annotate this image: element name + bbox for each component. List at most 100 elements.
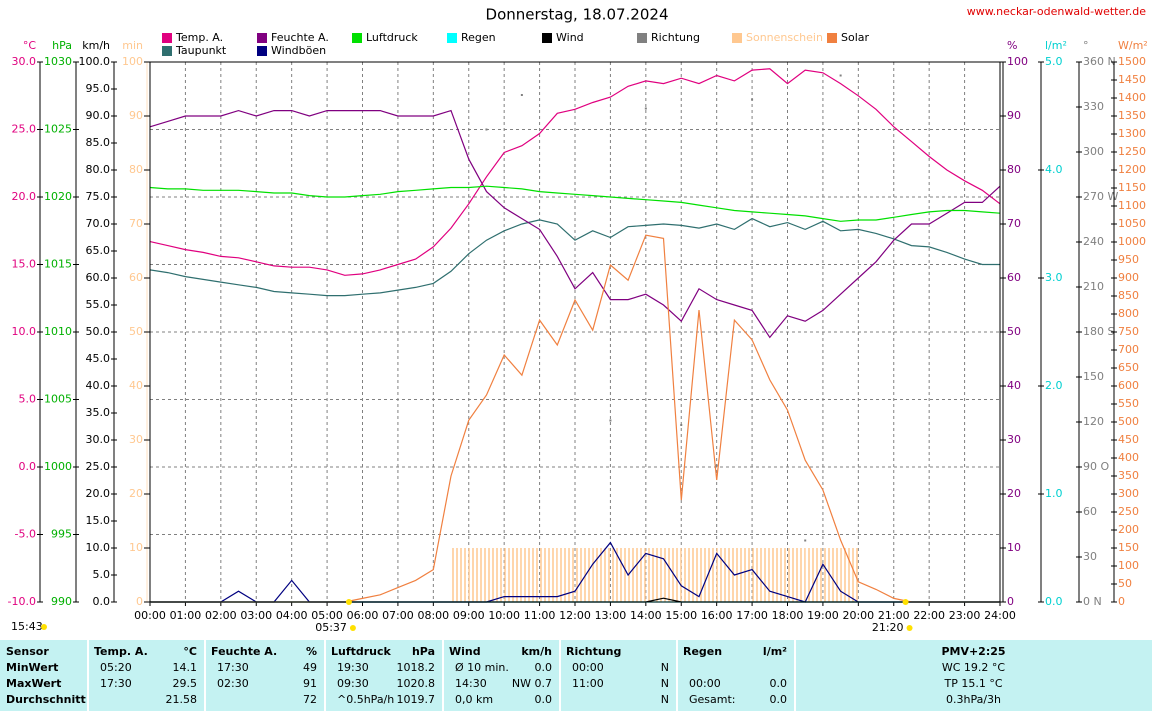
- y-tick-label: 1015: [44, 258, 72, 271]
- sunshine-bar: [805, 548, 823, 602]
- sunshine-bar: [521, 548, 540, 602]
- table-cell: 00:00: [572, 661, 604, 674]
- y-tick-label: 1350: [1118, 109, 1146, 122]
- sunshine-bar: [486, 548, 505, 602]
- y-tick-label: 750: [1118, 325, 1139, 338]
- table-cell: NW 0.7: [512, 677, 552, 690]
- table-cell: 17:30: [100, 677, 132, 690]
- x-tick-label: 01:00: [170, 609, 202, 622]
- sunshine-bar: [716, 548, 735, 602]
- y-tick-label: 1.0: [1045, 487, 1063, 500]
- table-cell: 0.0: [770, 693, 788, 706]
- table-cell: 0.0: [535, 661, 553, 674]
- y-tick-label: 600: [1118, 379, 1139, 392]
- x-tick-label: 24:00: [984, 609, 1016, 622]
- direction-dot: [804, 539, 807, 542]
- sunshine-bar: [592, 548, 611, 602]
- direction-dot: [520, 94, 523, 96]
- sunshine-bar: [840, 548, 859, 602]
- daylight-length: 15:43: [11, 620, 43, 633]
- table-cell: 1019.7: [397, 693, 436, 706]
- y-tick-label: 65.0: [86, 244, 111, 257]
- x-tick-label: 06:00: [347, 609, 379, 622]
- y-tick-label: 15.0: [86, 514, 111, 527]
- x-tick-label: 13:00: [595, 609, 627, 622]
- y-axis-title: °C: [23, 39, 37, 52]
- y-tick-label: 1030: [44, 55, 72, 68]
- direction-dot: [680, 424, 683, 426]
- table-cell: 19:30: [337, 661, 369, 674]
- table-cell: WC 19.2 °C: [942, 661, 1006, 674]
- y-tick-label: 1150: [1118, 181, 1146, 194]
- sunshine-bar: [539, 548, 558, 602]
- sunshine-bar: [663, 548, 682, 602]
- table-cell: 14:30: [455, 677, 487, 690]
- y-tick-label: 70.0: [86, 217, 111, 230]
- x-tick-label: 07:00: [382, 609, 414, 622]
- y-tick-label: 20: [129, 487, 143, 500]
- y-tick-label: 0.0: [1045, 595, 1063, 608]
- table-cell: hPa: [412, 645, 435, 658]
- sunshine-bar: [645, 548, 664, 602]
- y-tick-label: 70: [1007, 217, 1021, 230]
- direction-dot: [839, 74, 842, 77]
- y-tick-label: 50: [129, 325, 143, 338]
- y-tick-label: 30: [1083, 550, 1097, 563]
- y-tick-label: 45.0: [86, 352, 111, 365]
- table-cell: Regen: [683, 645, 722, 658]
- direction-dot: [715, 464, 718, 467]
- row-label: MinWert: [6, 661, 58, 674]
- table-cell: N: [661, 693, 669, 706]
- table-cell: 14.1: [173, 661, 198, 674]
- direction-dot: [644, 107, 647, 110]
- table-cell: Richtung: [566, 645, 621, 658]
- legend-label: Solar: [841, 31, 870, 44]
- y-tick-label: 10: [129, 541, 143, 554]
- x-tick-label: 10:00: [488, 609, 520, 622]
- series-line: [149, 68, 1001, 276]
- y-tick-label: 350: [1118, 469, 1139, 482]
- legend-swatch: [162, 33, 172, 43]
- y-tick-label: 50: [1118, 577, 1132, 590]
- row-label: MaxWert: [6, 677, 61, 690]
- table-cell: 05:20: [100, 661, 132, 674]
- y-tick-label: 400: [1118, 451, 1139, 464]
- sunshine-bar: [451, 548, 469, 602]
- sunshine-bar: [769, 548, 788, 602]
- x-tick-label: 21:00: [878, 609, 910, 622]
- sun-marker: [902, 599, 909, 605]
- series-line: [149, 109, 1001, 339]
- table-cell: Feuchte A.: [211, 645, 277, 658]
- y-tick-label: 1010: [44, 325, 72, 338]
- y-tick-label: 0: [1118, 595, 1125, 608]
- y-tick-label: 15.0: [12, 258, 37, 271]
- legend-label: Feuchte A.: [271, 31, 329, 44]
- sun-time: 05:37: [315, 621, 347, 634]
- plot-frame: [149, 61, 1001, 603]
- legend-swatch: [542, 33, 552, 43]
- table-cell: Luftdruck: [331, 645, 392, 658]
- y-tick-label: 0: [1007, 595, 1014, 608]
- legend-swatch: [637, 33, 647, 43]
- y-tick-label: 90: [1007, 109, 1021, 122]
- table-cell: 49: [303, 661, 317, 674]
- y-tick-label: 3.0: [1045, 271, 1063, 284]
- y-tick-label: 10.0: [86, 541, 111, 554]
- table-cell: 29.5: [173, 677, 198, 690]
- y-tick-label: 10.0: [12, 325, 37, 338]
- table-cell: Sensor: [6, 645, 49, 658]
- sunshine-bar: [504, 548, 522, 602]
- y-axis-title: hPa: [52, 39, 72, 52]
- table-cell: Wind: [449, 645, 481, 658]
- y-tick-label: 35.0: [86, 406, 111, 419]
- y-tick-label: 30: [1007, 433, 1021, 446]
- y-tick-label: 180 S: [1083, 325, 1114, 338]
- legend-swatch: [352, 33, 362, 43]
- y-tick-label: 0 N: [1083, 595, 1102, 608]
- legend-swatch: [257, 46, 267, 56]
- y-tick-label: 75.0: [86, 190, 111, 203]
- y-tick-label: 60: [129, 271, 143, 284]
- table-cell: km/h: [521, 645, 552, 658]
- y-tick-label: 50: [1007, 325, 1021, 338]
